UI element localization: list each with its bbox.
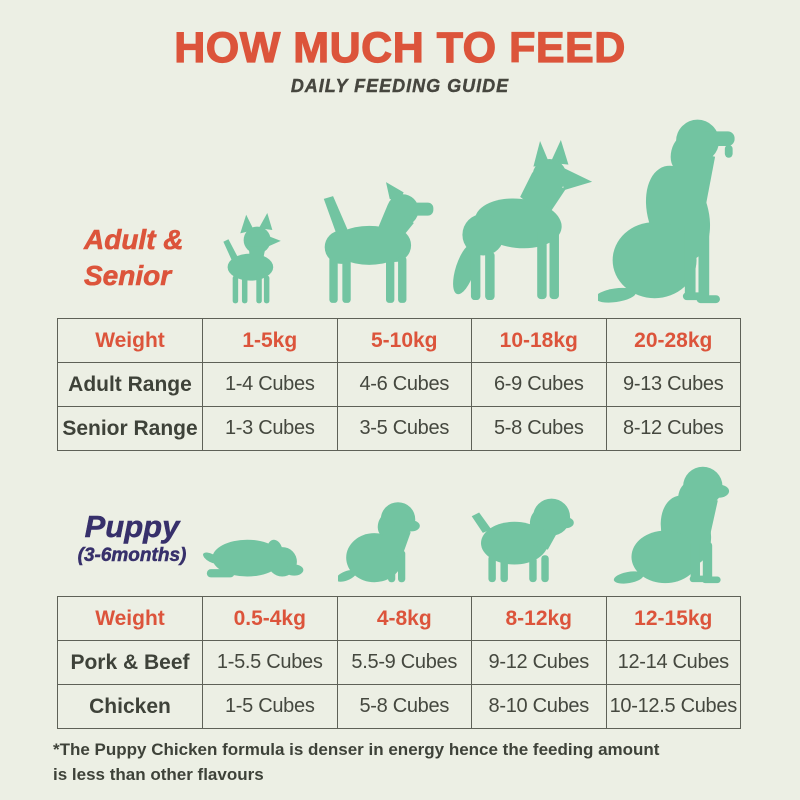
adult-senior-section-label: Adult & Senior bbox=[84, 222, 184, 295]
senior-range-value-4: 8-12 Cubes bbox=[605, 406, 741, 451]
adult-senior-label-line2: Senior bbox=[84, 260, 172, 292]
puppy-section-label: Puppy (3-6months) bbox=[44, 509, 220, 569]
pork-beef-row: Pork & Beef 1-5.5 Cubes 5.5-9 Cubes 9-12… bbox=[57, 640, 741, 685]
chicken-value-2: 5-8 Cubes bbox=[336, 684, 472, 729]
pork-beef-row-label: Pork & Beef bbox=[57, 640, 203, 685]
golden-retriever-silhouette-icon bbox=[598, 119, 735, 304]
adult-range-value-2: 4-6 Cubes bbox=[336, 362, 472, 407]
puppy-weight-range-1: 0.5-4kg bbox=[202, 596, 338, 641]
pork-beef-value-4: 12-14 Cubes bbox=[605, 640, 741, 685]
adult-range-value-1: 1-4 Cubes bbox=[202, 362, 338, 407]
standing-puppy-silhouette-icon bbox=[471, 498, 574, 583]
chihuahua-silhouette-icon bbox=[223, 213, 281, 304]
adult-range-row-label: Adult Range bbox=[57, 362, 203, 407]
adult-table-header-row: Weight 1-5kg 5-10kg 10-18kg 20-28kg bbox=[57, 318, 741, 363]
puppy-label-line2: (3-6months) bbox=[77, 545, 187, 567]
puppy-weight-range-3: 8-12kg bbox=[471, 596, 607, 641]
chicken-row-label: Chicken bbox=[57, 684, 203, 729]
lying-newborn-puppy-silhouette-icon bbox=[203, 539, 304, 578]
page-subtitle: DAILY FEEDING GUIDE bbox=[290, 76, 510, 96]
adult-weight-range-1: 1-5kg bbox=[202, 318, 338, 363]
puppy-weight-range-2: 4-8kg bbox=[336, 596, 472, 641]
adult-range-value-3: 6-9 Cubes bbox=[471, 362, 607, 407]
chicken-value-4: 10-12.5 Cubes bbox=[605, 684, 741, 729]
puppy-table-header-row: Weight 0.5-4kg 4-8kg 8-12kg 12-15kg bbox=[57, 596, 741, 641]
puppy-feeding-table: Weight 0.5-4kg 4-8kg 8-12kg 12-15kg Pork… bbox=[57, 596, 741, 729]
chicken-value-3: 8-10 Cubes bbox=[471, 684, 607, 729]
pork-beef-value-2: 5.5-9 Cubes bbox=[336, 640, 472, 685]
page-title: HOW MUCH TO FEED bbox=[174, 23, 626, 72]
puppy-weight-header-cell: Weight bbox=[57, 596, 203, 641]
sitting-older-puppy-silhouette-icon bbox=[613, 466, 730, 584]
german-shepherd-silhouette-icon bbox=[453, 140, 593, 301]
adult-range-row: Adult Range 1-4 Cubes 4-6 Cubes 6-9 Cube… bbox=[57, 362, 741, 407]
adult-range-value-4: 9-13 Cubes bbox=[605, 362, 741, 407]
adult-senior-label-line1: Adult & bbox=[84, 224, 184, 256]
senior-range-row: Senior Range 1-3 Cubes 3-5 Cubes 5-8 Cub… bbox=[57, 406, 741, 451]
adult-weight-range-3: 10-18kg bbox=[471, 318, 607, 363]
chicken-row: Chicken 1-5 Cubes 5-8 Cubes 8-10 Cubes 1… bbox=[57, 684, 741, 729]
sitting-puppy-silhouette-icon bbox=[338, 502, 420, 583]
adult-senior-feeding-table: Weight 1-5kg 5-10kg 10-18kg 20-28kg Adul… bbox=[57, 318, 741, 451]
footnote: *The Puppy Chicken formula is denser in … bbox=[53, 738, 673, 787]
footnote-line2: is less than other flavours bbox=[53, 764, 264, 784]
adult-weight-range-4: 20-28kg bbox=[605, 318, 741, 363]
chicken-value-1: 1-5 Cubes bbox=[202, 684, 338, 729]
footnote-line1: *The Puppy Chicken formula is denser in … bbox=[53, 740, 660, 759]
puppy-label-line1: Puppy bbox=[84, 509, 180, 544]
pork-beef-value-3: 9-12 Cubes bbox=[471, 640, 607, 685]
puppy-weight-range-4: 12-15kg bbox=[605, 596, 741, 641]
jack-russell-terrier-silhouette-icon bbox=[323, 182, 434, 303]
senior-range-value-2: 3-5 Cubes bbox=[336, 406, 472, 451]
senior-range-value-3: 5-8 Cubes bbox=[471, 406, 607, 451]
senior-range-row-label: Senior Range bbox=[57, 406, 203, 451]
adult-weight-range-2: 5-10kg bbox=[336, 318, 472, 363]
adult-weight-header-cell: Weight bbox=[57, 318, 203, 363]
pork-beef-value-1: 1-5.5 Cubes bbox=[202, 640, 338, 685]
senior-range-value-1: 1-3 Cubes bbox=[202, 406, 338, 451]
